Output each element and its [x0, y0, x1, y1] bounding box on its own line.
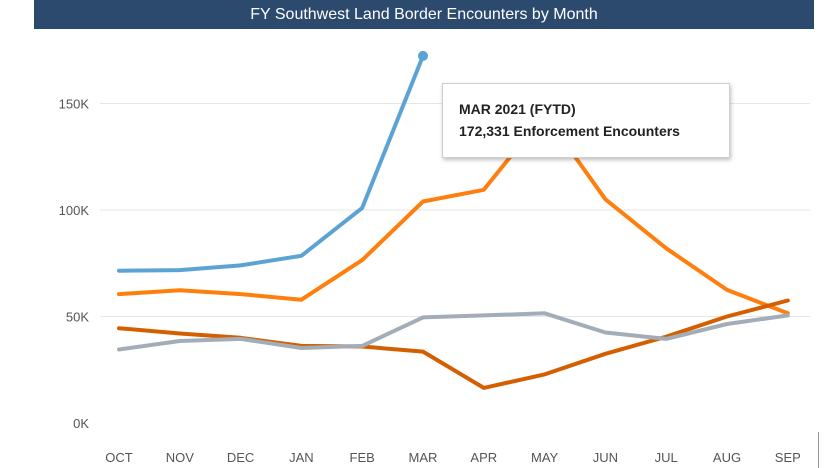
y-tick-label: 150K — [59, 97, 90, 112]
series-line-4[interactable] — [117, 311, 790, 352]
x-tick-label: JAN — [289, 450, 314, 465]
tooltip-value: 172,331 Enforcement Encounters — [459, 123, 680, 139]
chart-title: FY Southwest Land Border Encounters by M… — [34, 0, 814, 29]
series-line-3[interactable] — [117, 298, 790, 390]
x-tick-label: DEC — [227, 450, 254, 465]
y-tick-label: 100K — [59, 203, 90, 218]
series-line-2[interactable] — [117, 112, 790, 316]
y-tick-label: 0K — [73, 416, 89, 431]
highlighted-data-point[interactable] — [418, 50, 428, 61]
x-tick-label: MAR — [409, 450, 438, 465]
x-tick-label: APR — [470, 450, 497, 465]
scroll-edge-divider — [818, 432, 819, 468]
x-tick-label: JUN — [593, 450, 618, 465]
x-tick-label: OCT — [105, 450, 133, 465]
x-tick-label: FEB — [350, 450, 375, 465]
y-axis-tick-labels: 0K 50K 100K 150K — [59, 97, 90, 432]
data-tooltip: MAR 2021 (FYTD) 172,331 Enforcement Enco… — [442, 83, 730, 158]
series-layer — [117, 50, 790, 390]
x-tick-label: SEP — [775, 450, 801, 465]
x-tick-label: JUL — [655, 450, 678, 465]
y-tick-label: 50K — [66, 310, 89, 325]
x-tick-label: NOV — [166, 450, 195, 465]
x-axis-tick-labels: OCT NOV DEC JAN FEB MAR APR MAY JUN JUL AUG SEP — [105, 450, 801, 465]
x-tick-label: AUG — [713, 450, 741, 465]
tooltip-period: MAR 2021 (FYTD) — [459, 101, 576, 117]
series-line-1[interactable] — [117, 53, 425, 273]
x-tick-label: MAY — [531, 450, 559, 465]
